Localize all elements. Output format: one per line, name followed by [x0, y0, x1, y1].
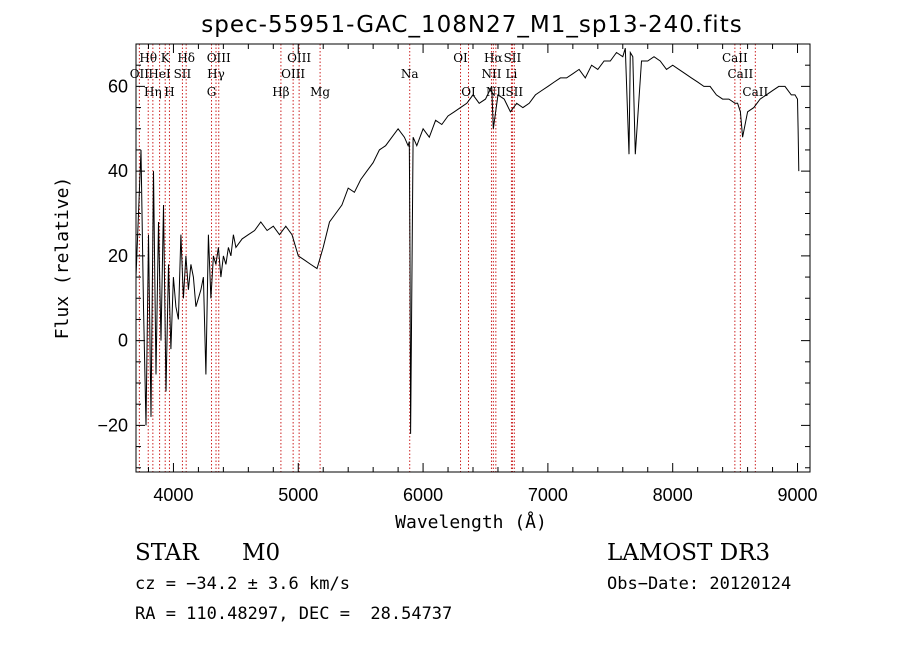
spectral-line-label: NII: [481, 67, 501, 81]
y-axis-label: Flux (relative): [52, 177, 73, 340]
spectrum-line: [135, 48, 800, 434]
spectral-line-label: NII: [486, 85, 506, 99]
spectral-line-label: CaII: [727, 67, 753, 81]
spectral-line-label: SII: [174, 67, 192, 81]
x-tick-label: 4000: [153, 485, 193, 505]
y-tick-label: 20: [108, 246, 128, 266]
spectral-line-label: H: [164, 85, 174, 99]
spectral-line-label: G: [207, 85, 217, 99]
spectral-line-label: OI: [453, 51, 468, 65]
spectral-line-label: OIII: [287, 51, 311, 65]
spectral-line-label: Hγ: [207, 67, 225, 81]
x-tick-label: 8000: [653, 485, 693, 505]
spectral-line-label: Hβ: [272, 85, 289, 99]
spectral-line-label: SII: [505, 85, 523, 99]
spectral-line-label: Hη: [144, 85, 162, 99]
object-class: STAR: [135, 540, 199, 566]
x-tick-label: 9000: [777, 485, 817, 505]
x-tick-label: 6000: [403, 485, 443, 505]
y-tick-label: 60: [108, 76, 128, 96]
x-axis-label: Wavelength (Å): [395, 511, 547, 533]
y-tick-label: 0: [118, 331, 128, 351]
spectral-line-label: K: [161, 51, 171, 65]
observation-date: Obs−Date: 20120124: [607, 574, 792, 594]
spectral-line-label: OIII: [207, 51, 231, 65]
redshift-velocity: cz = −34.2 ± 3.6 km/s: [135, 574, 350, 594]
spectral-line-label: CaII: [742, 85, 768, 99]
spectral-line-label: Hα: [484, 51, 503, 65]
spectral-line-label: CaII: [722, 51, 748, 65]
y-tick-label: −20: [97, 415, 128, 435]
object-subclass: M0: [242, 540, 281, 566]
chart-title: spec-55951-GAC_108N27_M1_sp13-240.fits: [201, 12, 742, 38]
coordinates: RA = 110.48297, DEC = 28.54737: [135, 604, 453, 624]
spectral-line-label: HeI: [148, 67, 171, 81]
spectral-line-label: OII: [130, 67, 150, 81]
spectral-line-label: Li: [506, 67, 518, 81]
x-tick-label: 7000: [528, 485, 568, 505]
spectral-line-label: Mg: [310, 85, 330, 99]
survey-name: LAMOST DR3: [607, 540, 771, 566]
spectral-line-label: OI: [461, 85, 476, 99]
y-tick-label: 40: [108, 161, 128, 181]
spectral-line-label: Na: [401, 67, 419, 81]
spectral-line-label: Hθ: [139, 51, 157, 65]
plot-frame: [135, 43, 811, 473]
spectral-line-label: SII: [504, 51, 522, 65]
spectral-line-label: Hδ: [177, 51, 195, 65]
x-tick-label: 5000: [278, 485, 318, 505]
spectral-line-label: OIII: [281, 67, 305, 81]
